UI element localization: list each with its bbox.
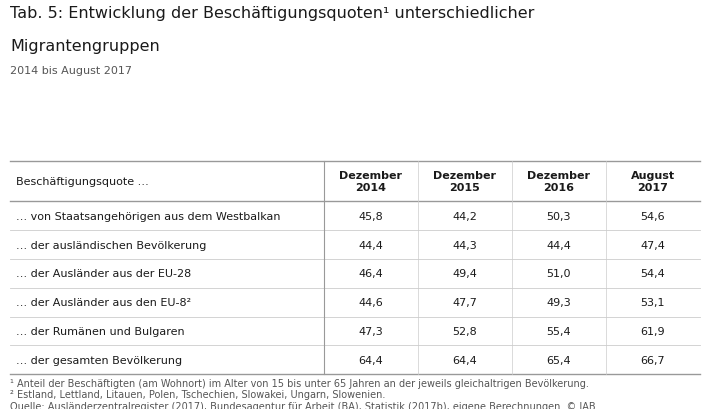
- Text: 49,3: 49,3: [546, 297, 571, 308]
- Text: 54,6: 54,6: [640, 211, 665, 221]
- Text: … der ausländischen Bevölkerung: … der ausländischen Bevölkerung: [16, 240, 206, 250]
- Text: 55,4: 55,4: [546, 326, 571, 336]
- Text: 52,8: 52,8: [452, 326, 477, 336]
- Text: 61,9: 61,9: [640, 326, 665, 336]
- Text: ² Estland, Lettland, Litauen, Polen, Tschechien, Slowakei, Ungarn, Slowenien.: ² Estland, Lettland, Litauen, Polen, Tsc…: [10, 389, 386, 399]
- Text: 45,8: 45,8: [359, 211, 383, 221]
- Text: 44,3: 44,3: [452, 240, 477, 250]
- Text: 44,4: 44,4: [546, 240, 571, 250]
- Text: Beschäftigungsquote …: Beschäftigungsquote …: [16, 177, 148, 187]
- Text: … der Rumänen und Bulgaren: … der Rumänen und Bulgaren: [16, 326, 185, 336]
- Text: 49,4: 49,4: [452, 269, 477, 279]
- Text: 54,4: 54,4: [640, 269, 665, 279]
- Text: ¹ Anteil der Beschäftigten (am Wohnort) im Alter von 15 bis unter 65 Jahren an d: ¹ Anteil der Beschäftigten (am Wohnort) …: [10, 378, 589, 388]
- Text: 65,4: 65,4: [546, 355, 571, 365]
- Text: 47,4: 47,4: [640, 240, 665, 250]
- Text: … von Staatsangehörigen aus dem Westbalkan: … von Staatsangehörigen aus dem Westbalk…: [16, 211, 280, 221]
- Text: August
2017: August 2017: [630, 171, 674, 193]
- Text: Dezember
2014: Dezember 2014: [339, 171, 403, 193]
- Text: 44,6: 44,6: [359, 297, 383, 308]
- Text: 64,4: 64,4: [359, 355, 383, 365]
- Text: … der Ausländer aus den EU-8²: … der Ausländer aus den EU-8²: [16, 297, 191, 308]
- Text: Dezember
2016: Dezember 2016: [527, 171, 590, 193]
- Text: Quelle: Ausländerzentralregister (2017), Bundesagentur für Arbeit (BA), Statisti: Quelle: Ausländerzentralregister (2017),…: [10, 401, 599, 409]
- Text: 47,3: 47,3: [359, 326, 383, 336]
- Text: Dezember
2015: Dezember 2015: [433, 171, 496, 193]
- Text: Tab. 5: Entwicklung der Beschäftigungsquoten¹ unterschiedlicher: Tab. 5: Entwicklung der Beschäftigungsqu…: [10, 6, 535, 21]
- Text: Migrantengruppen: Migrantengruppen: [10, 39, 160, 54]
- Text: 53,1: 53,1: [640, 297, 665, 308]
- Text: 2014 bis August 2017: 2014 bis August 2017: [10, 65, 132, 75]
- Text: 50,3: 50,3: [546, 211, 571, 221]
- Text: 44,2: 44,2: [452, 211, 477, 221]
- Text: 51,0: 51,0: [546, 269, 571, 279]
- Text: … der gesamten Bevölkerung: … der gesamten Bevölkerung: [16, 355, 182, 365]
- Text: 44,4: 44,4: [359, 240, 383, 250]
- Text: 47,7: 47,7: [452, 297, 477, 308]
- Text: … der Ausländer aus der EU-28: … der Ausländer aus der EU-28: [16, 269, 191, 279]
- Text: 64,4: 64,4: [452, 355, 477, 365]
- Text: 46,4: 46,4: [359, 269, 383, 279]
- Text: 66,7: 66,7: [640, 355, 665, 365]
